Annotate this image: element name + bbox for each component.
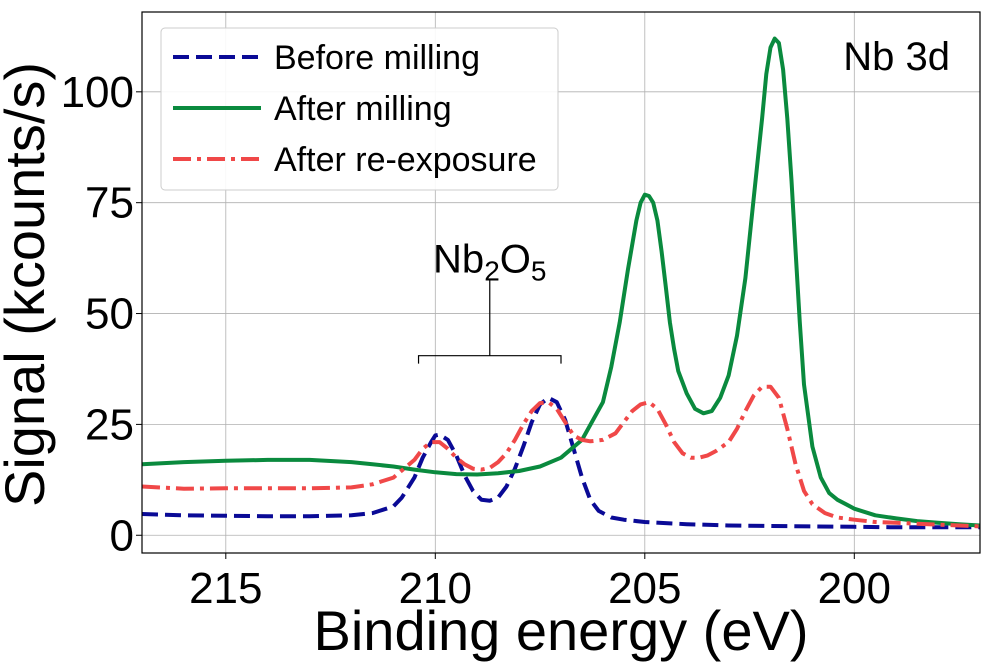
plot-frame	[141, 11, 981, 554]
legend-label-after-milling: After milling	[274, 90, 452, 128]
legend: Before milling After milling After re-expo…	[160, 27, 559, 191]
series-line-before-milling	[142, 395, 980, 530]
annotation-subscript: 2	[484, 255, 500, 286]
ticks: 215 210 205 200 0 25 50 75 100	[61, 68, 891, 613]
annotation-bracket	[417, 355, 562, 364]
series-layer	[142, 36, 980, 530]
y-tick-label: 50	[85, 290, 134, 339]
x-axis-label: Binding energy (eV)	[314, 599, 809, 662]
series-line-after-milling	[142, 36, 980, 528]
annotation-layer: Nb2O5	[417, 237, 562, 364]
x-tick-label: 205	[608, 564, 681, 613]
legend-label-before-milling: Before milling	[274, 39, 480, 77]
panel-label: Nb 3d	[843, 35, 950, 79]
x-tick-label: 215	[189, 564, 262, 613]
x-tick-label: 210	[399, 564, 472, 613]
annotation-label: Nb2O5	[433, 237, 546, 286]
annotation-text: Nb	[433, 237, 484, 281]
annotation-text: O	[500, 237, 531, 281]
annotation-subscript: 5	[531, 255, 547, 286]
legend-box	[160, 27, 559, 191]
y-axis-label: Signal (kcounts/s)	[0, 62, 56, 507]
y-tick-label: 75	[85, 179, 134, 228]
y-tick-label: 100	[61, 68, 134, 117]
y-tick-label: 0	[110, 511, 134, 560]
series-line-after-re-exposure	[142, 384, 980, 529]
x-tick-label: 200	[818, 564, 891, 613]
legend-label-after-re-exposure: After re-exposure	[274, 141, 537, 179]
y-tick-label: 25	[85, 400, 134, 449]
